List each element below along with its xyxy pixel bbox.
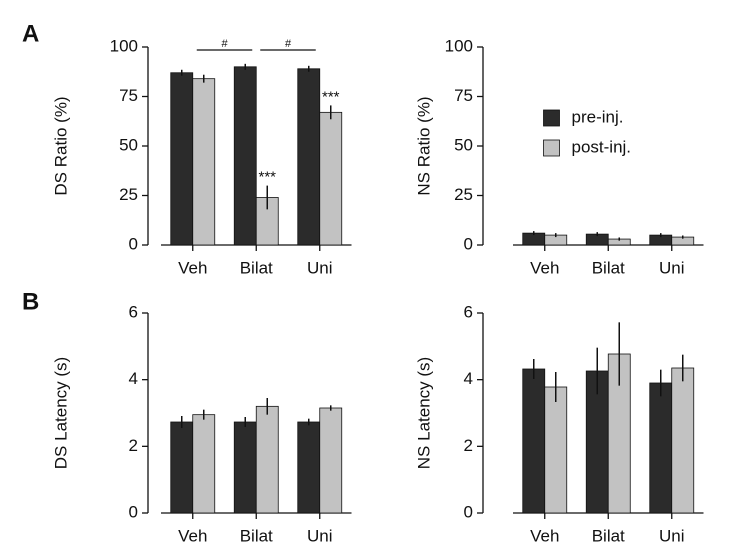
y-tick-label: 75 (119, 86, 138, 105)
y-tick-label: 0 (464, 234, 473, 253)
x-tick-label: Bilat (240, 526, 273, 545)
y-tick-label: 50 (119, 135, 138, 154)
y-axis-label: DS Latency (s) (51, 357, 70, 469)
bar (170, 72, 194, 246)
y-tick-label: 25 (119, 185, 138, 204)
y-tick-label: 100 (445, 36, 473, 55)
y-tick-label: 50 (454, 135, 473, 154)
bar (319, 407, 343, 514)
bar (255, 405, 279, 514)
bar (233, 421, 257, 514)
bar (233, 66, 257, 246)
legend-swatch (543, 109, 560, 127)
y-tick-label: 75 (454, 86, 473, 105)
bar (544, 386, 568, 514)
x-tick-label: Uni (659, 258, 685, 277)
x-tick-label: Uni (307, 258, 333, 277)
legend-label: post-inj. (572, 137, 632, 156)
bar (671, 367, 695, 514)
x-tick-label: Uni (307, 526, 333, 545)
legend-label: pre-inj. (572, 107, 624, 126)
y-tick-label: 100 (110, 36, 138, 55)
bar (192, 78, 216, 246)
y-tick-label: 4 (129, 369, 138, 388)
y-axis-label: NS Latency (s) (414, 357, 433, 469)
y-tick-label: 25 (454, 185, 473, 204)
y-tick-label: 0 (129, 502, 138, 521)
y-tick-label: 0 (464, 502, 473, 521)
x-tick-label: Uni (659, 526, 685, 545)
y-tick-label: 0 (129, 234, 138, 253)
x-tick-label: Veh (178, 526, 207, 545)
panel-label: B (22, 288, 39, 315)
bracket-label: # (221, 38, 228, 50)
panel-label: A (22, 20, 39, 47)
bar (297, 68, 321, 246)
x-tick-label: Bilat (240, 258, 273, 277)
y-tick-label: 4 (464, 369, 473, 388)
legend-swatch (543, 139, 560, 157)
bar (170, 421, 194, 514)
y-axis-label: DS Ratio (%) (51, 96, 70, 195)
bar (192, 414, 216, 514)
bar (522, 368, 546, 514)
x-tick-label: Bilat (592, 258, 625, 277)
y-axis-label: NS Ratio (%) (414, 96, 433, 195)
y-tick-label: 6 (464, 302, 473, 321)
bar (319, 111, 343, 246)
significance-label: *** (258, 169, 276, 186)
bar (297, 421, 321, 514)
y-tick-label: 2 (129, 436, 138, 455)
y-tick-label: 2 (464, 436, 473, 455)
x-tick-label: Veh (530, 526, 559, 545)
x-tick-label: Veh (530, 258, 559, 277)
x-tick-label: Bilat (592, 526, 625, 545)
bracket-label: # (285, 38, 292, 50)
significance-label: *** (322, 88, 340, 105)
y-tick-label: 6 (129, 302, 138, 321)
x-tick-label: Veh (178, 258, 207, 277)
bar (649, 382, 673, 514)
